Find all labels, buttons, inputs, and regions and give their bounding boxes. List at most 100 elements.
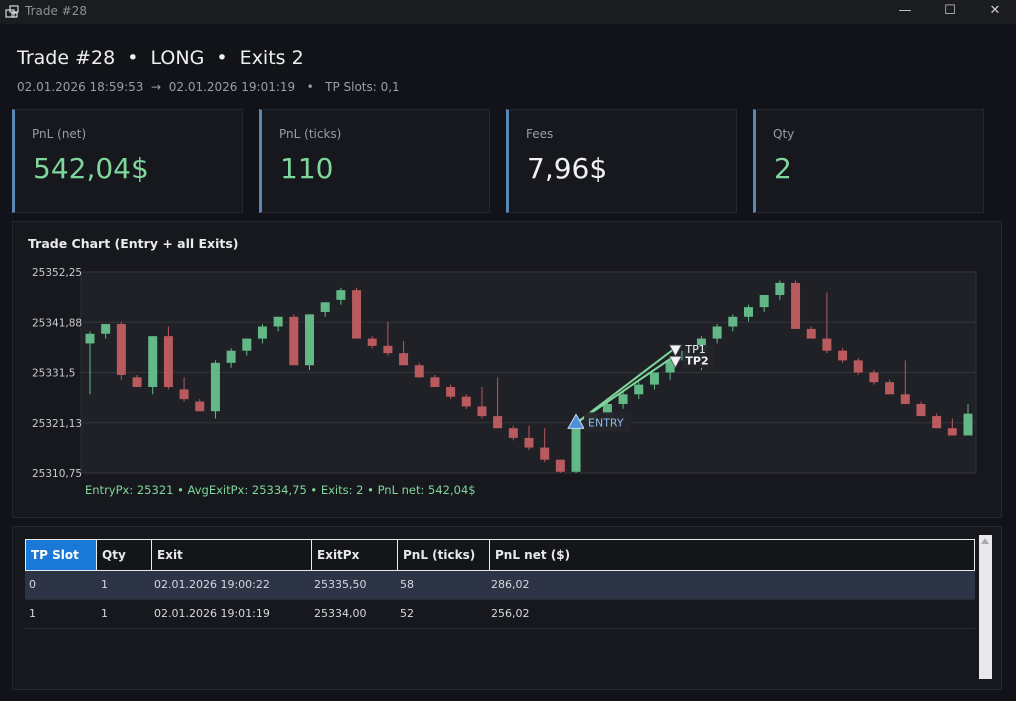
candle-body: [775, 282, 785, 296]
cell-tp-slot: 0: [29, 578, 36, 591]
y-tick-label: 25352,25: [32, 267, 82, 279]
cell-tp-slot: 1: [29, 607, 36, 620]
card-value: 110: [280, 152, 334, 185]
cell-exitpx: 25334,00: [314, 607, 367, 620]
scroll-up-arrow-icon[interactable]: [981, 538, 989, 544]
cell-exit: 02.01.2026 19:01:19: [154, 607, 270, 620]
cell-pnl-ticks: 52: [400, 607, 414, 620]
card-fees: Fees 7,96$: [506, 109, 737, 213]
candle-body: [665, 360, 675, 373]
candle-body: [618, 394, 628, 404]
card-value: 2: [774, 152, 792, 185]
candle-body: [461, 396, 471, 407]
candle-body: [649, 372, 659, 385]
page-subtitle: 02.01.2026 18:59:53 → 02.01.2026 19:01:1…: [17, 80, 400, 94]
exit-label: TP1: [684, 343, 705, 356]
cell-pnl-ticks: 58: [400, 578, 414, 591]
close-icon: ✕: [989, 3, 1001, 18]
minimize-button[interactable]: —: [882, 0, 928, 24]
cell-exit: 02.01.2026 19:00:22: [154, 578, 270, 591]
card-pnl-ticks: PnL (ticks) 110: [259, 109, 490, 213]
entry-label: ENTRY: [588, 416, 624, 429]
candle-body: [226, 350, 236, 363]
candle-body: [853, 360, 863, 373]
column-header-exit[interactable]: Exit: [152, 540, 312, 570]
y-tick-label: 25341,88: [32, 317, 82, 329]
card-label: Fees: [526, 127, 554, 141]
candle-body: [352, 290, 362, 339]
candle-body: [163, 336, 173, 388]
trade-chart-panel: 25352,25 25341,88 25331,5 25321,13 25310,75 E…: [12, 221, 1002, 518]
candle-body: [383, 345, 393, 354]
candle-body: [101, 324, 111, 334]
window-title: Trade #28: [25, 4, 87, 18]
candle-body: [524, 437, 534, 448]
table-row[interactable]: 0 1 02.01.2026 19:00:22 25335,50 58 286,…: [25, 571, 975, 600]
candle-body: [869, 372, 879, 383]
candle-body: [759, 295, 769, 308]
candle-body: [305, 314, 314, 366]
exits-table-panel: TP Slot Qty Exit ExitPx PnL (ticks) PnL …: [12, 526, 1002, 690]
card-qty: Qty 2: [753, 109, 984, 213]
candle-body: [493, 416, 503, 429]
exits-grid[interactable]: TP Slot Qty Exit ExitPx PnL (ticks) PnL …: [25, 539, 975, 629]
candle-body: [210, 362, 220, 412]
card-pnl-net: PnL (net) 542,04$: [12, 109, 243, 213]
cell-qty: 1: [101, 607, 108, 620]
candle-body: [116, 324, 126, 375]
card-value: 542,04$: [33, 152, 149, 185]
candle-body: [508, 428, 518, 438]
candle-body: [132, 377, 142, 388]
candle-body: [85, 333, 95, 344]
candle-body: [696, 338, 706, 351]
table-row[interactable]: 1 1 02.01.2026 19:01:19 25334,00 52 256,…: [25, 600, 975, 629]
candle-body: [932, 416, 942, 429]
candle-body: [179, 389, 189, 400]
candle-body: [963, 413, 973, 436]
candle-body: [571, 423, 581, 472]
candle-body: [367, 338, 377, 346]
candle-body: [273, 316, 283, 327]
window-titlebar: Trade #28 — ☐ ✕: [0, 0, 1016, 24]
column-header-pnl-ticks[interactable]: PnL (ticks): [398, 540, 490, 570]
page-title: Trade #28 • LONG • Exits 2: [17, 47, 304, 69]
vertical-scrollbar[interactable]: [979, 535, 992, 679]
card-value: 7,96$: [527, 152, 608, 185]
column-header-tp-slot[interactable]: TP Slot: [26, 540, 97, 570]
candle-body: [712, 326, 722, 339]
candle-body: [477, 406, 487, 417]
cell-pnl-net: 286,02: [491, 578, 530, 591]
entry-marker: [567, 413, 585, 429]
minimize-icon: —: [898, 3, 912, 18]
column-header-exitpx[interactable]: ExitPx: [312, 540, 398, 570]
chart-summary: EntryPx: 25321 • AvgExitPx: 25334,75 • E…: [85, 483, 476, 497]
candle-body: [806, 328, 816, 339]
cell-qty: 1: [101, 578, 108, 591]
candle-body: [148, 336, 158, 388]
cell-pnl-net: 256,02: [491, 607, 530, 620]
candle-body: [540, 447, 550, 460]
app-window-icon: [5, 5, 19, 18]
candle-body: [728, 316, 738, 327]
card-label: PnL (ticks): [279, 127, 342, 141]
entry-label-box: [584, 412, 632, 432]
candle-body: [885, 382, 895, 395]
maximize-button[interactable]: ☐: [927, 0, 973, 24]
candle-body: [947, 428, 957, 436]
chart-title: Trade Chart (Entry + all Exits): [28, 236, 239, 251]
trade-chart[interactable]: 25352,2525341,8825331,525321,1325310,75E…: [13, 222, 1001, 517]
column-header-qty[interactable]: Qty: [97, 540, 152, 570]
close-button[interactable]: ✕: [972, 0, 1016, 24]
candle-body: [242, 338, 252, 351]
candle-body: [602, 403, 612, 414]
cell-exitpx: 25335,50: [314, 578, 367, 591]
candle-body: [430, 377, 440, 388]
candle-body: [289, 316, 299, 366]
candle-body: [791, 282, 801, 329]
column-header-pnl-net[interactable]: PnL net ($): [495, 548, 571, 562]
candle-body: [399, 353, 409, 366]
candle-body: [634, 384, 644, 395]
maximize-icon: ☐: [944, 3, 956, 18]
card-label: PnL (net): [32, 127, 87, 141]
exit-label: TP2: [685, 354, 708, 367]
